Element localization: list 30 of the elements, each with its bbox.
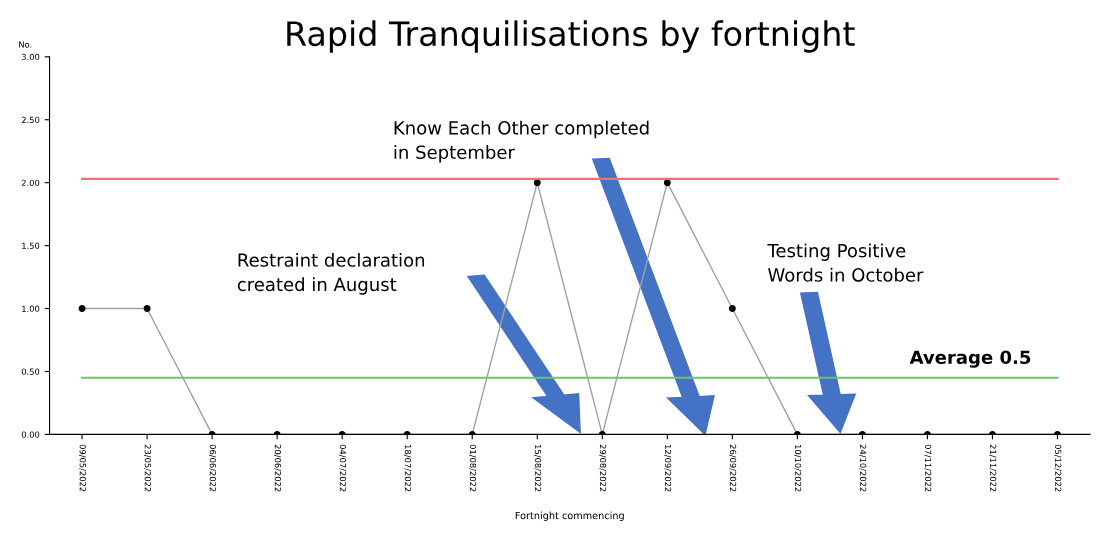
y-tick-label: 0.00 (21, 431, 40, 438)
ref-line-label: Average 0.5 (909, 350, 1031, 368)
chart-title: Rapid Tranquilisations by fortnight (287, 20, 855, 53)
x-tick-label: 10/10/2022 (794, 445, 802, 492)
x-tick-label: 20/06/2022 (274, 444, 282, 492)
x-tick-label: 26/09/2022 (729, 444, 737, 492)
x-tick-label: 05/12/2022 (1054, 444, 1062, 492)
x-tick-label: 12/09/2022 (664, 445, 672, 492)
x-tick-label: 18/07/2022 (404, 445, 412, 492)
x-axis-title: Fortnight commencing (515, 511, 624, 522)
x-tick-label: 07/11/2022 (924, 444, 932, 492)
x-tick-label: 24/10/2022 (859, 444, 867, 492)
y-tick-label: 2.00 (21, 179, 40, 186)
x-tick-label: 21/11/2022 (989, 444, 997, 492)
x-tick-label: 01/08/2022 (469, 444, 477, 492)
y-tick-label: 1.50 (22, 242, 40, 249)
x-tick-label: 09/05/2022 (78, 444, 86, 492)
y-axis-title: No. (19, 41, 32, 48)
x-tick-label: 29/08/2022 (599, 444, 607, 492)
x-tick-label: 06/06/2022 (209, 444, 216, 492)
annotation: Know Each Other completed in September (394, 120, 649, 163)
x-tick-label: 15/08/2022 (534, 445, 542, 492)
annotation: Testing Positive Words in October (767, 243, 924, 282)
y-tick-label: 1.00 (22, 305, 40, 312)
x-tick-label: 04/07/2022 (339, 444, 347, 492)
x-tick-label: 23/05/2022 (144, 444, 151, 492)
y-tick-label: 2.50 (21, 116, 40, 124)
annotation: Restraint declaration created in August (237, 252, 425, 295)
y-tick-label: 3.00 (21, 53, 40, 61)
y-tick-label: 0.50 (21, 368, 40, 375)
